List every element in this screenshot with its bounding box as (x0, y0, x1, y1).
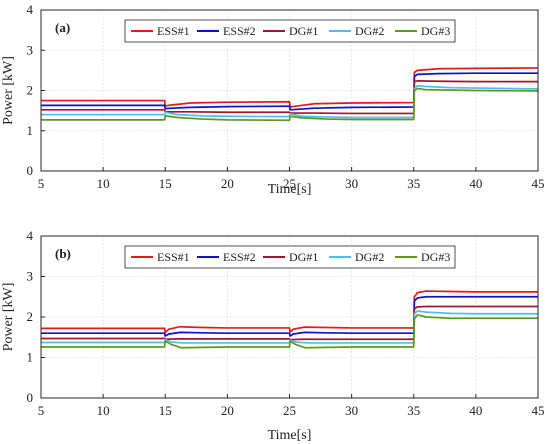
legend: ESS#1 ESS#2 DG#1 DG#2 DG#3 (124, 245, 456, 269)
series-line-dg1 (41, 79, 538, 115)
legend-entry: DG#3 (421, 24, 450, 38)
x-tick-label: 35 (407, 176, 420, 191)
x-tick-label: 10 (97, 403, 110, 418)
y-tick-label: 0 (27, 163, 34, 178)
legend-entry: DG#2 (355, 24, 384, 38)
legend-frame (124, 19, 456, 43)
series-line-ess1 (41, 290, 538, 334)
legend-entry: ESS#1 (157, 24, 190, 38)
x-tick-label: 25 (283, 176, 296, 191)
x-tick-label: 30 (345, 176, 358, 191)
y-tick-label: 1 (27, 350, 34, 365)
x-tick-label: 40 (469, 403, 482, 418)
x-tick-label: 20 (221, 176, 234, 191)
chart-panel-a: 5 10 15 20 25 30 35 40 45 0 1 2 3 4 Time[s] Power [kW] (… (1, 2, 545, 197)
legend: ESS#1 ESS#2 DG#1 DG#2 DG#3 (124, 19, 456, 43)
x-tick-label: 15 (159, 403, 172, 418)
x-axis-label: Time[s] (268, 428, 312, 443)
y-tick-label: 0 (27, 390, 34, 405)
series-line-dg3 (41, 87, 539, 122)
x-tick-label: 25 (283, 403, 296, 418)
y-tick-label: 3 (27, 269, 34, 284)
x-tick-label: 20 (221, 403, 234, 418)
x-tick-label: 35 (407, 403, 420, 418)
legend-entry: DG#1 (289, 250, 318, 264)
series-line-ess2 (41, 295, 538, 337)
x-tick-label: 10 (97, 176, 110, 191)
legend-entry: ESS#1 (157, 250, 190, 264)
y-axis-label: Power [kW] (1, 283, 16, 352)
legend-entry: ESS#2 (223, 24, 256, 38)
x-axis-label: Time[s] (268, 182, 312, 197)
y-axis-label: Power [kW] (1, 56, 16, 125)
legend-entry: DG#2 (355, 250, 384, 264)
y-tick-label: 2 (27, 83, 34, 98)
panel-label: (b) (55, 246, 71, 261)
legend-entry: DG#1 (289, 24, 318, 38)
y-tick-label: 3 (27, 42, 34, 57)
y-tick-label: 4 (27, 2, 34, 17)
x-tick-label: 45 (532, 403, 545, 418)
x-tick-label: 30 (345, 403, 358, 418)
x-tick-label: 5 (38, 403, 45, 418)
legend-frame (124, 245, 456, 269)
panel-label: (a) (55, 20, 70, 35)
series-line-dg1 (41, 305, 538, 341)
series-line-ess1 (41, 67, 539, 108)
series-line-ess2 (41, 72, 538, 111)
chart-panel-b: 5 10 15 20 25 30 35 40 45 0 1 2 3 4 Time[s] Power [kW] (… (1, 228, 545, 443)
y-tick-label: 2 (27, 309, 34, 324)
x-tick-label: 40 (469, 176, 482, 191)
series-line-dg2 (41, 84, 539, 119)
y-tick-label: 4 (27, 228, 34, 243)
legend-entry: DG#3 (421, 250, 450, 264)
series-line-dg3 (41, 314, 538, 349)
x-tick-label: 15 (159, 176, 172, 191)
legend-entry: ESS#2 (223, 250, 256, 264)
series-line-dg2 (41, 310, 538, 344)
y-tick-label: 1 (27, 123, 34, 138)
x-tick-label: 5 (38, 176, 45, 191)
x-tick-label: 45 (532, 176, 545, 191)
